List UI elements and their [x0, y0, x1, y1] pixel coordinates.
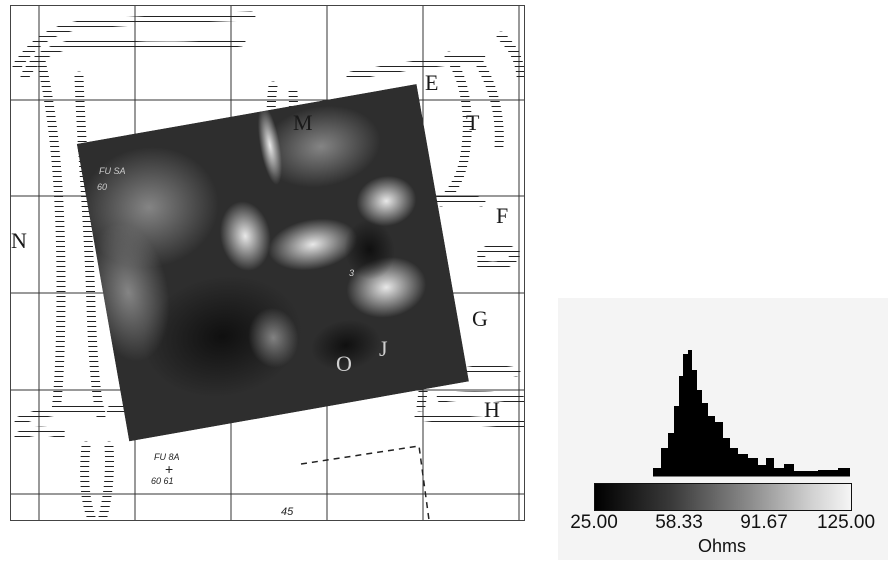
map-label-fu-bottom: FU 8A	[154, 452, 180, 462]
map-label-e: E	[425, 70, 439, 95]
map-label-n: N	[11, 228, 27, 253]
map-label-j: J	[379, 336, 388, 361]
colorbar-tick-4: 125.00	[816, 512, 876, 533]
histogram-shape	[653, 350, 850, 476]
site-map-panel: N E T F G H M O J FU SA 60 FU 8A + 60 61…	[10, 5, 525, 521]
map-label-fu-top: FU SA	[99, 166, 126, 176]
map-label-h: H	[484, 397, 500, 422]
legend-panel: 25.00 58.33 91.67 125.00 Ohms	[558, 298, 888, 560]
colorbar-unit-label: Ohms	[697, 536, 747, 556]
map-label-fu-top-sub: 60	[97, 182, 108, 192]
map-label-fu-coords: 60 61	[151, 476, 174, 486]
resistivity-overlay	[76, 84, 469, 442]
map-label-g: G	[472, 306, 488, 331]
colorbar-tick-2: 58.33	[655, 512, 703, 533]
site-map-drawing	[11, 6, 524, 520]
map-label-f: F	[496, 203, 509, 228]
colorbar-tick-3: 91.67	[740, 512, 788, 533]
value-histogram	[653, 350, 850, 477]
dashed-boundary	[300, 445, 430, 520]
map-label-o: O	[336, 351, 352, 376]
map-label-m: M	[293, 110, 313, 135]
earthwork-hachures	[12, 11, 524, 520]
resistivity-colorbar	[594, 483, 852, 511]
colorbar-tick-1: 25.00	[570, 512, 618, 533]
map-label-mid-number: 3	[349, 268, 355, 278]
map-label-t: T	[466, 110, 480, 135]
map-label-grid-number: 45	[281, 506, 294, 518]
map-crosshair: +	[165, 461, 174, 477]
